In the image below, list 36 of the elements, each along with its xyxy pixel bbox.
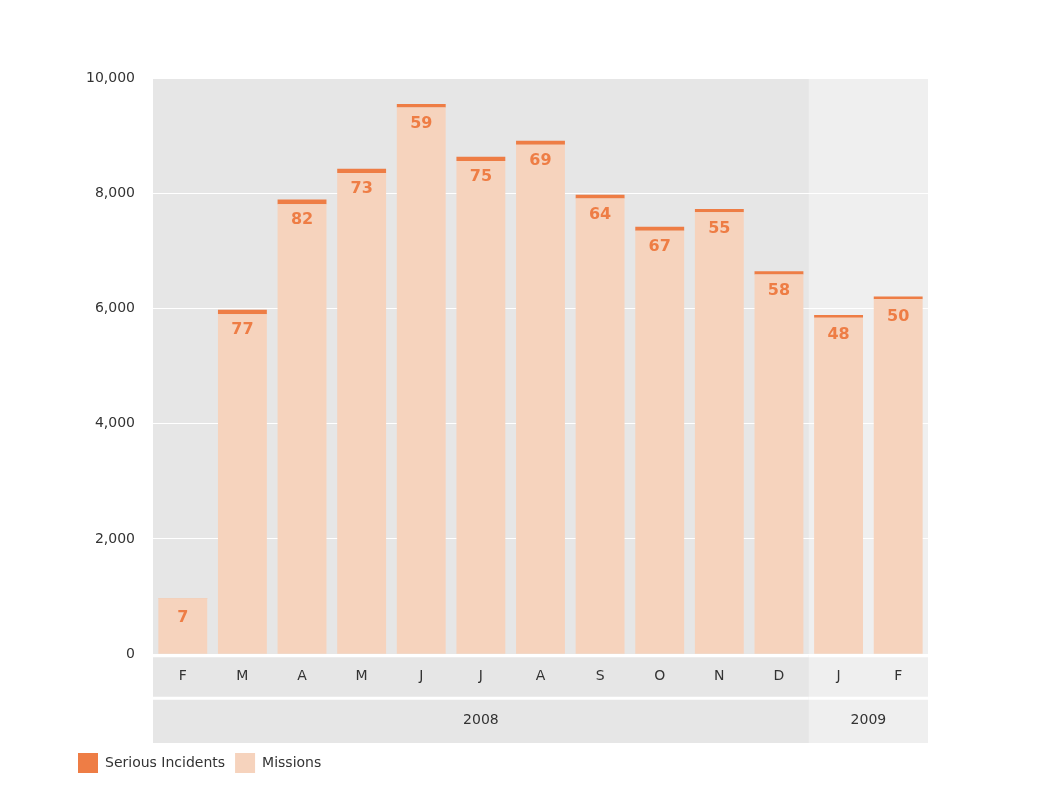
x-tick-label: D xyxy=(773,667,785,684)
y-tick-label: 6,000 xyxy=(94,299,135,316)
x-tick-label: F xyxy=(178,667,187,684)
data-label: 75 xyxy=(469,165,493,185)
data-label: 59 xyxy=(410,113,433,133)
data-label: 64 xyxy=(588,203,612,223)
text: 2009 xyxy=(850,710,887,727)
x-tick-label: N xyxy=(714,667,725,684)
x-tick-label: S xyxy=(595,667,605,684)
y-tick-label: 4,000 xyxy=(94,414,135,431)
data-label: 7 xyxy=(177,607,189,627)
legend-label: Missions xyxy=(262,753,322,770)
x-tick-label: F xyxy=(894,667,903,684)
y-tick-label: 2,000 xyxy=(94,529,135,546)
x-tick-label: J xyxy=(477,667,483,684)
x-tick-label: M xyxy=(236,667,249,684)
legend-label: Serious Incidents xyxy=(105,753,226,770)
x-tick-label: M xyxy=(355,667,368,684)
x-tick-label: J xyxy=(418,667,424,684)
y-tick-label: 0 xyxy=(126,644,135,661)
data-label: 82 xyxy=(290,208,314,228)
x-tick-label: O xyxy=(654,667,666,684)
data-label: 77 xyxy=(231,318,254,338)
band-label: 2008 xyxy=(463,710,499,727)
data-label: 55 xyxy=(708,218,731,238)
x-tick-label: A xyxy=(535,667,546,684)
data-label: 69 xyxy=(529,150,552,170)
data-label: 67 xyxy=(648,235,671,255)
data-label: 73 xyxy=(350,178,373,198)
x-tick-label: J xyxy=(835,667,841,684)
data-label: 58 xyxy=(767,280,791,300)
y-tick-label: 8,000 xyxy=(94,183,135,200)
y-tick-label: 10,000 xyxy=(85,68,135,85)
x-tick-label: A xyxy=(297,667,308,684)
data-label: 48 xyxy=(827,324,850,344)
data-label: 50 xyxy=(887,305,910,325)
